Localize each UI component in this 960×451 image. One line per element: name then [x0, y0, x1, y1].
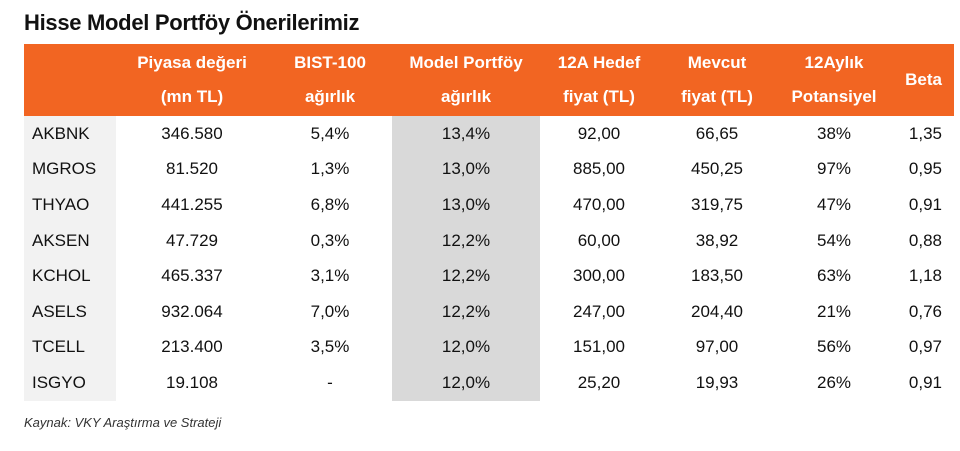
beta-cell: 0,91: [908, 194, 942, 214]
potential-cell: 54%: [816, 230, 852, 250]
current-price-cell: 450,25: [691, 159, 743, 179]
market-cap-cell: 932.064: [161, 301, 223, 321]
table-row: ISGYO 19.108 - 12,0% 25,20 19,93 26% 0,91: [24, 365, 954, 401]
header-cell: Model Portföy ağırlık: [392, 44, 540, 116]
market-cap-cell: 465.337: [161, 266, 223, 286]
header-cell: Beta: [892, 44, 954, 116]
bist-weight-cell: 3,5%: [310, 337, 350, 357]
ticker-cell: TCELL: [24, 329, 116, 366]
market-cap-cell: 346.580: [161, 123, 223, 143]
target-price-cell: 470,00: [573, 194, 625, 214]
target-price-cell: 92,00: [577, 123, 621, 143]
current-price-cell: 183,50: [691, 266, 743, 286]
target-price-cell: 151,00: [573, 337, 625, 357]
current-price-cell: 38,92: [695, 230, 739, 250]
ticker-cell: AKSEN: [24, 222, 116, 259]
bist-weight-cell: -: [327, 372, 333, 392]
bist-weight-cell: 1,3%: [310, 159, 350, 179]
portfolio-table: Piyasa değeri (mn TL) BIST-100 ağırlık Mod…: [24, 44, 954, 401]
target-price-cell: 247,00: [573, 301, 625, 321]
potential-cell: 26%: [816, 372, 852, 392]
beta-cell: 1,35: [908, 123, 942, 143]
ticker-cell: MGROS: [24, 151, 116, 188]
beta-cell: 1,18: [908, 266, 942, 286]
model-weight-cell: 13,0%: [392, 151, 540, 188]
ticker-cell: KCHOL: [24, 258, 116, 294]
potential-cell: 47%: [816, 194, 852, 214]
target-price-cell: 25,20: [577, 372, 621, 392]
bist-weight-cell: 0,3%: [310, 230, 350, 250]
target-price-cell: 300,00: [573, 266, 625, 286]
current-price-cell: 19,93: [695, 372, 739, 392]
header-cell: BIST-100 ağırlık: [268, 44, 392, 116]
ticker-cell: THYAO: [24, 187, 116, 223]
table-row: ASELS 932.064 7,0% 12,2% 247,00 204,40 21% 0,76: [24, 293, 954, 330]
market-cap-cell: 19.108: [166, 372, 218, 392]
beta-cell: 0,76: [908, 301, 942, 321]
table-row: THYAO 441.255 6,8% 13,0% 470,00 319,75 47% 0,91: [24, 187, 954, 223]
model-weight-cell: 12,2%: [392, 222, 540, 259]
potential-cell: 63%: [816, 266, 852, 286]
potential-cell: 97%: [816, 159, 852, 179]
current-price-cell: 204,40: [691, 301, 743, 321]
potential-cell: 21%: [816, 301, 852, 321]
model-weight-cell: 12,0%: [392, 329, 540, 366]
table-body: AKBNK 346.580 5,4% 13,4% 92,00 66,65 38% 1,35 MG…: [24, 116, 954, 401]
bist-weight-cell: 3,1%: [310, 266, 350, 286]
beta-cell: 0,97: [908, 337, 942, 357]
market-cap-cell: 47.729: [166, 230, 218, 250]
header-cell: [24, 44, 116, 116]
potential-cell: 38%: [816, 123, 852, 143]
market-cap-cell: 213.400: [161, 337, 223, 357]
bist-weight-cell: 5,4%: [310, 123, 350, 143]
bist-weight-cell: 6,8%: [310, 194, 350, 214]
ticker-cell: AKBNK: [24, 116, 116, 152]
ticker-cell: ISGYO: [24, 365, 116, 401]
ticker-cell: ASELS: [24, 293, 116, 330]
model-weight-cell: 12,2%: [392, 293, 540, 330]
current-price-cell: 319,75: [691, 194, 743, 214]
target-price-cell: 885,00: [573, 159, 625, 179]
current-price-cell: 66,65: [695, 123, 739, 143]
source-note: Kaynak: VKY Araştırma ve Strateji: [24, 415, 222, 430]
market-cap-cell: 81.520: [166, 159, 218, 179]
beta-cell: 0,91: [908, 372, 942, 392]
header-cell: Mevcut fiyat (TL): [658, 44, 776, 116]
table-row: KCHOL 465.337 3,1% 12,2% 300,00 183,50 63% 1,18: [24, 258, 954, 294]
current-price-cell: 97,00: [695, 337, 739, 357]
table-row: AKBNK 346.580 5,4% 13,4% 92,00 66,65 38% 1,35: [24, 116, 954, 152]
beta-cell: 0,88: [908, 230, 942, 250]
table-row: MGROS 81.520 1,3% 13,0% 885,00 450,25 97% 0,95: [24, 151, 954, 188]
beta-cell: 0,95: [908, 159, 942, 179]
header-cell: Piyasa değeri (mn TL): [116, 44, 268, 116]
model-weight-cell: 12,2%: [392, 258, 540, 294]
table-header: Piyasa değeri (mn TL) BIST-100 ağırlık Mod…: [24, 44, 954, 116]
target-price-cell: 60,00: [577, 230, 621, 250]
model-weight-cell: 13,4%: [392, 116, 540, 152]
header-cell: 12A Hedef fiyat (TL): [540, 44, 658, 116]
potential-cell: 56%: [816, 337, 852, 357]
header-cell: 12Aylık Potansiyel: [776, 44, 892, 116]
market-cap-cell: 441.255: [161, 194, 223, 214]
model-weight-cell: 13,0%: [392, 187, 540, 223]
table-row: TCELL 213.400 3,5% 12,0% 151,00 97,00 56% 0,97: [24, 329, 954, 366]
bist-weight-cell: 7,0%: [310, 301, 350, 321]
page-title: Hisse Model Portföy Önerilerimiz: [24, 10, 360, 35]
table-row: AKSEN 47.729 0,3% 12,2% 60,00 38,92 54% 0,88: [24, 222, 954, 259]
model-weight-cell: 12,0%: [392, 365, 540, 401]
